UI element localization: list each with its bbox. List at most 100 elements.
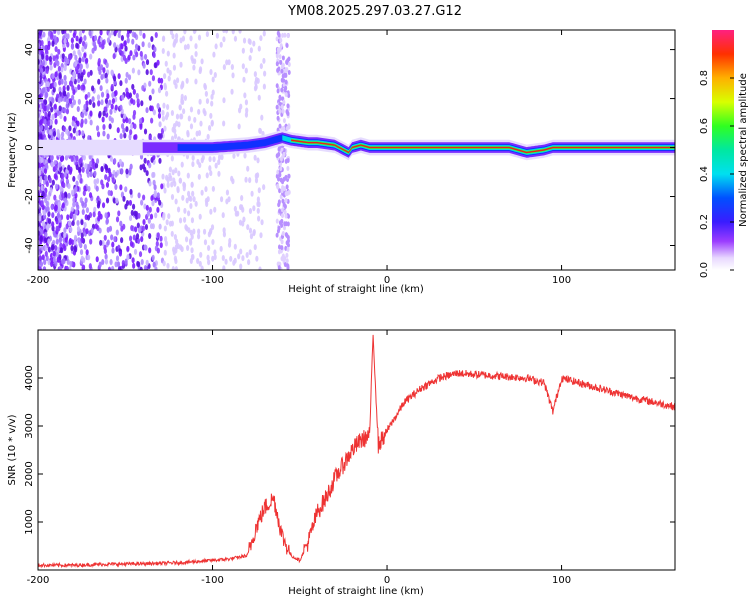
noise-cell <box>174 244 178 251</box>
noise-cell <box>159 77 164 84</box>
noise-cell <box>98 261 102 268</box>
noise-cell <box>211 76 215 83</box>
noise-cell <box>238 30 242 34</box>
noise-cell <box>139 266 143 270</box>
streak-cell <box>284 92 288 98</box>
noise-cell <box>131 67 135 74</box>
noise-cell <box>56 256 60 263</box>
noise-cell <box>162 35 166 42</box>
streak-cell <box>276 115 280 121</box>
noise-cell <box>53 81 57 88</box>
noise-cell <box>40 229 44 236</box>
noise-cell <box>120 123 125 130</box>
noise-cell <box>131 257 135 264</box>
noise-cell <box>173 128 177 135</box>
noise-cell <box>222 64 226 71</box>
noise-cell <box>249 47 253 54</box>
noise-cell <box>161 109 165 116</box>
noise-cell <box>100 99 104 106</box>
streak-cell <box>283 221 287 227</box>
noise-cell <box>119 104 123 111</box>
noise-cell <box>110 30 114 36</box>
streak-cell <box>277 249 281 255</box>
noise-cell <box>47 259 51 266</box>
noise-cell <box>58 265 63 270</box>
noise-cell <box>63 191 68 198</box>
noise-cell <box>39 67 44 74</box>
noise-cell <box>134 43 139 50</box>
y-tick-label: 2000 <box>24 461 35 486</box>
noise-cell <box>107 266 112 270</box>
streak-cell <box>279 59 283 65</box>
noise-cell <box>106 133 110 140</box>
noise-cell <box>72 127 76 134</box>
noise-cell <box>209 208 213 215</box>
noise-cell <box>97 57 101 64</box>
noise-cell <box>58 86 62 93</box>
noise-cell <box>68 98 73 105</box>
streak-cell <box>284 158 288 164</box>
noise-cell <box>140 236 144 243</box>
noise-cell <box>58 71 62 78</box>
noise-cell <box>166 50 170 57</box>
noise-cell <box>44 111 48 118</box>
noise-cell <box>45 54 49 61</box>
noise-cell <box>117 32 121 39</box>
noise-cell <box>196 158 200 165</box>
streak-cell <box>285 252 289 258</box>
noise-cell <box>200 265 204 270</box>
noise-cell <box>145 69 149 76</box>
noise-cell <box>77 49 81 56</box>
noise-cell <box>41 254 45 261</box>
noise-cell <box>54 71 58 78</box>
noise-cell <box>45 180 49 187</box>
noise-cell <box>112 197 116 204</box>
noise-cell <box>209 68 213 75</box>
noise-cell <box>79 177 83 184</box>
streak-cell <box>281 198 285 204</box>
noise-cell <box>83 78 87 85</box>
noise-cell <box>189 203 193 210</box>
noise-cell <box>60 78 64 85</box>
streak-cell <box>281 213 285 219</box>
noise-cell <box>193 58 197 65</box>
noise-cell <box>91 85 95 92</box>
noise-cell <box>104 72 108 79</box>
noise-cell <box>142 32 146 39</box>
noise-cell <box>133 123 137 130</box>
streak-cell <box>283 72 287 78</box>
noise-cell <box>50 106 54 113</box>
noise-cell <box>69 226 73 233</box>
noise-cell <box>132 234 136 241</box>
noise-cell <box>257 94 261 101</box>
noise-cell <box>146 210 150 217</box>
noise-cell <box>227 241 232 248</box>
noise-cell <box>131 83 135 90</box>
streak-cell <box>281 55 285 61</box>
x-tick-label: 0 <box>384 275 390 286</box>
noise-cell <box>159 132 163 139</box>
noise-cell <box>161 47 165 54</box>
noise-cell <box>193 30 197 34</box>
noise-cell <box>128 92 132 99</box>
noise-cell <box>112 53 116 60</box>
noise-cell <box>101 116 105 123</box>
noise-cell <box>62 182 66 189</box>
noise-cell <box>224 30 229 34</box>
noise-cell <box>110 234 114 241</box>
streak-cell <box>279 43 283 49</box>
noise-cell <box>132 88 136 95</box>
noise-cell <box>124 77 128 84</box>
noise-cell <box>63 227 67 234</box>
noise-cell <box>81 264 85 270</box>
noise-cell <box>38 169 42 176</box>
noise-cell <box>51 73 55 80</box>
noise-cell <box>61 258 65 265</box>
noise-cell <box>243 92 247 99</box>
noise-cell <box>198 260 202 267</box>
noise-cell <box>55 168 59 175</box>
noise-cell <box>56 246 60 253</box>
streak-cell <box>277 176 281 182</box>
noise-cell <box>135 51 139 58</box>
noise-cell <box>41 45 45 52</box>
